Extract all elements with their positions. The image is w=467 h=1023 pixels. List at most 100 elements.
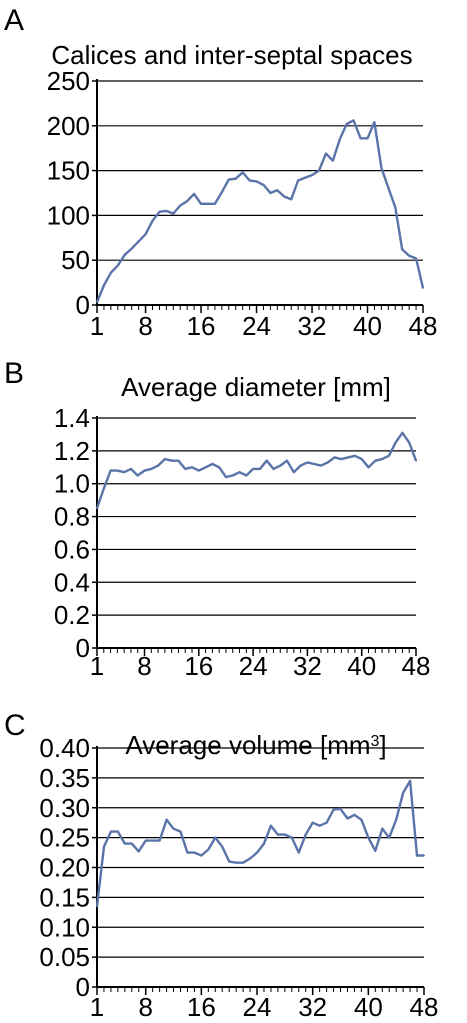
y-tick-label: 250 (47, 66, 90, 96)
x-tick-label: 8 (137, 651, 151, 681)
data-point (252, 468, 255, 470)
chart-title: Average volume [mm3] (125, 730, 386, 760)
data-point (197, 469, 200, 472)
data-point (186, 200, 189, 202)
y-tick-label: 0.05 (39, 942, 90, 972)
data-point (179, 830, 182, 833)
data-point (304, 176, 306, 179)
data-point (276, 833, 279, 836)
data-point (408, 254, 411, 257)
panel-label: A (4, 4, 24, 37)
data-point (130, 842, 133, 845)
data-point (374, 849, 377, 852)
data-point (272, 468, 275, 470)
data-point (367, 836, 370, 839)
data-point (331, 159, 334, 162)
data-point (333, 456, 336, 459)
data-point (325, 821, 328, 824)
data-point (395, 818, 398, 821)
data-point (326, 461, 329, 464)
series-line (95, 431, 418, 509)
data-point (184, 468, 187, 470)
data-point (172, 212, 175, 215)
data-point (234, 177, 237, 180)
data-point (304, 833, 307, 836)
data-point (221, 845, 224, 848)
data-point (270, 824, 272, 827)
y-tick-label: 0.25 (39, 823, 90, 853)
data-point (416, 854, 418, 857)
data-point (151, 219, 154, 222)
data-point (103, 845, 105, 848)
data-point (290, 198, 293, 201)
x-tick-label: 48 (410, 992, 439, 1022)
data-point (402, 791, 405, 794)
data-point (227, 178, 230, 181)
x-tick-label: 24 (239, 651, 268, 681)
data-point (191, 466, 193, 469)
data-point (225, 476, 227, 479)
data-point (116, 830, 119, 833)
data-point (245, 474, 248, 477)
data-point (263, 842, 265, 845)
data-point (258, 468, 261, 470)
data-point (137, 240, 140, 243)
data-point (311, 821, 314, 824)
y-tick-label: 0.10 (39, 912, 90, 942)
data-point (306, 461, 309, 464)
data-point (116, 469, 119, 472)
data-point (367, 466, 370, 469)
data-point (415, 459, 417, 462)
data-point (388, 836, 391, 839)
data-point (299, 464, 302, 467)
data-point (255, 180, 258, 183)
y-tick-label: 0.6 (54, 534, 90, 564)
data-point (318, 169, 320, 172)
data-point (144, 839, 147, 842)
x-tick-label: 32 (298, 311, 327, 341)
data-point (276, 189, 279, 192)
data-point (102, 487, 105, 490)
y-tick-label: 200 (47, 111, 90, 141)
data-point (360, 818, 363, 821)
data-point (242, 861, 245, 864)
data-point (332, 808, 335, 811)
data-point (231, 474, 234, 477)
data-point (172, 827, 175, 830)
data-point (96, 301, 98, 304)
data-point (394, 206, 397, 209)
x-tick-label: 24 (242, 311, 271, 341)
y-tick-label: 100 (47, 200, 90, 230)
x-tick-label: 1 (90, 311, 104, 341)
data-point (320, 464, 322, 467)
data-point (170, 459, 173, 462)
x-tick-label: 1 (90, 992, 104, 1022)
data-point (136, 474, 139, 477)
data-point (283, 833, 286, 836)
x-tick-label: 40 (354, 992, 383, 1022)
x-tick-label: 48 (402, 651, 431, 681)
chart-title: Calices and inter-septal spaces (51, 40, 412, 70)
data-point (381, 458, 383, 460)
data-point (297, 179, 300, 182)
data-point (214, 202, 216, 205)
data-point (352, 119, 355, 122)
data-point (269, 192, 272, 194)
data-point (116, 264, 119, 267)
data-point (373, 121, 376, 124)
data-point (339, 808, 342, 810)
data-point (354, 454, 356, 457)
x-tick-label: 8 (138, 311, 152, 341)
x-tick-label: 48 (409, 311, 438, 341)
data-point (218, 466, 221, 469)
data-point (380, 167, 383, 169)
data-point (165, 210, 168, 212)
x-tick-label: 40 (353, 311, 382, 341)
data-point (235, 861, 238, 864)
data-point (283, 195, 286, 198)
data-point (214, 836, 217, 839)
y-tick-label: 0.4 (54, 567, 90, 597)
data-point (324, 152, 327, 155)
